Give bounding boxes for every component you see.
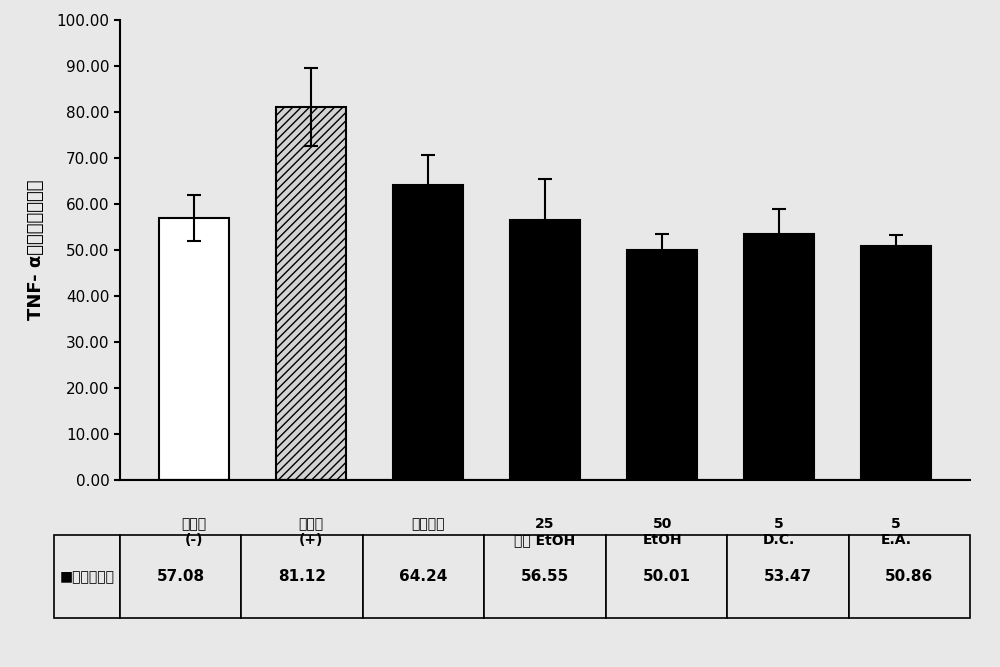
- Bar: [159, 217, 229, 480]
- Text: 紫外线
(+): 紫外线 (+): [298, 517, 323, 547]
- Bar: [510, 220, 580, 480]
- Text: 50
EtOH: 50 EtOH: [642, 517, 682, 547]
- Bar: [627, 250, 697, 480]
- Text: 地塞米松: 地塞米松: [411, 517, 445, 531]
- Text: 紫外线
(-): 紫外线 (-): [181, 517, 206, 547]
- Bar: [393, 185, 463, 480]
- Bar: [744, 234, 814, 480]
- Text: 25
白薇 EtOH: 25 白薇 EtOH: [514, 517, 576, 547]
- Y-axis label: TNF- α（控制百分比）: TNF- α（控制百分比）: [27, 180, 45, 320]
- Bar: [861, 246, 931, 480]
- Bar: [276, 107, 346, 480]
- Text: 5
D.C.: 5 D.C.: [763, 517, 795, 547]
- Text: 5
E.A.: 5 E.A.: [881, 517, 912, 547]
